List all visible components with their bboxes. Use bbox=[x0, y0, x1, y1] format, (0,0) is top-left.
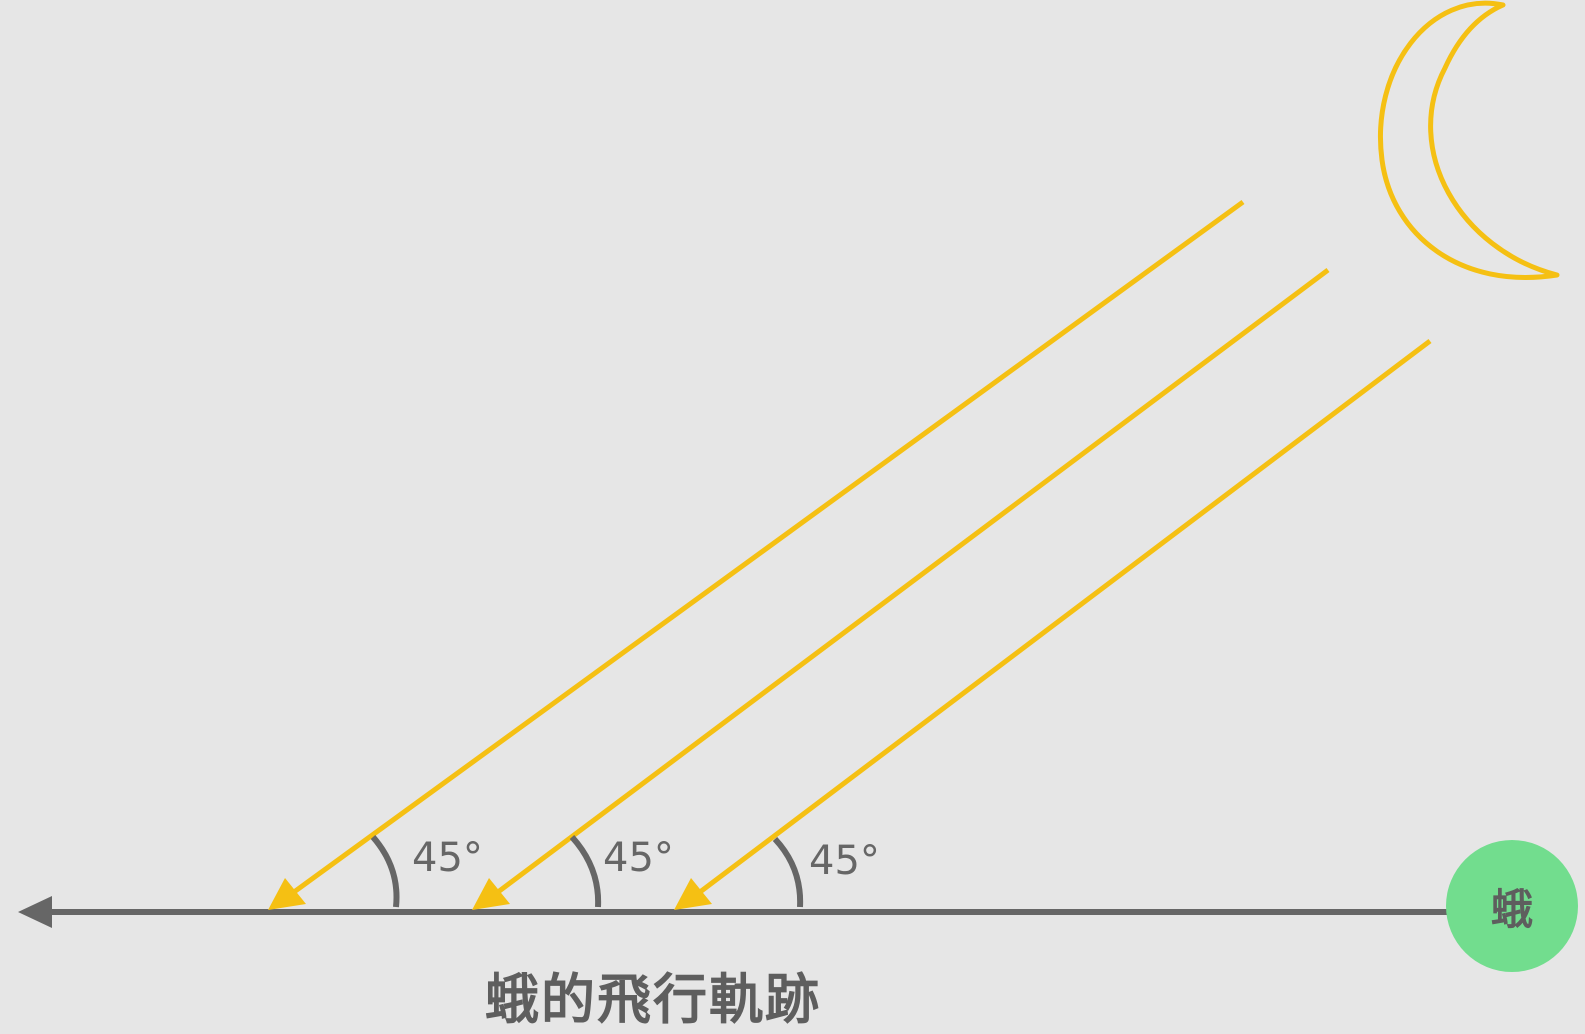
angle-arc-1 bbox=[370, 835, 400, 908]
moth-label: 蛾 bbox=[1490, 884, 1533, 934]
light-ray-3 bbox=[698, 339, 1432, 894]
angle-arc-2 bbox=[569, 834, 602, 908]
diagram-caption: 蛾的飛行軌跡 bbox=[485, 968, 821, 1031]
light-ray-2-arrowhead bbox=[472, 878, 510, 910]
angle-label-2: 45° bbox=[603, 835, 674, 881]
light-ray-3-arrowhead bbox=[674, 878, 712, 910]
angle-label-3: 45° bbox=[809, 838, 880, 884]
light-ray-1-arrowhead bbox=[268, 878, 306, 910]
moth-node: 蛾 bbox=[1446, 840, 1578, 972]
flight-path-arrowhead bbox=[18, 896, 52, 928]
angle-label-1: 45° bbox=[412, 835, 483, 881]
light-ray-1 bbox=[292, 199, 1245, 895]
crescent-moon-icon bbox=[1378, 0, 1560, 280]
light-ray-2 bbox=[496, 267, 1330, 895]
angle-arc-3 bbox=[772, 836, 804, 908]
